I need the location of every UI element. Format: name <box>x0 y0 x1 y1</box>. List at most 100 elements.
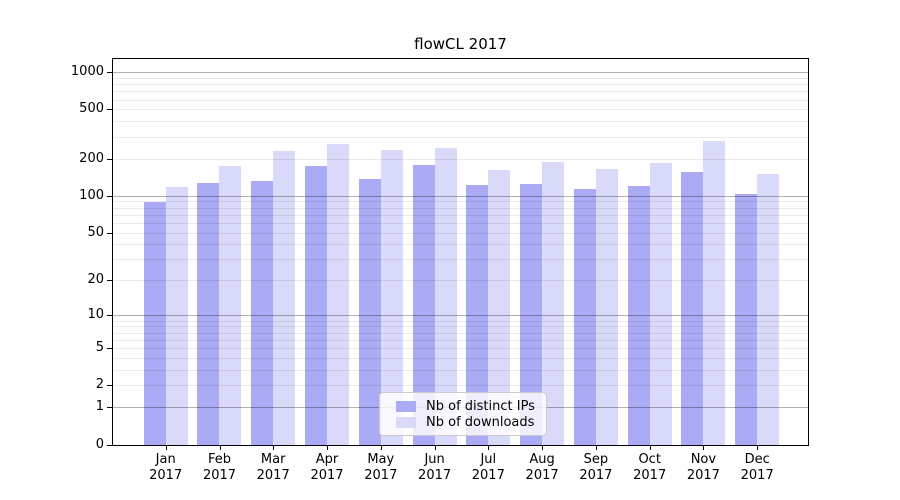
y-tick-label: 0 <box>95 436 104 452</box>
gridline-minor <box>113 99 808 101</box>
gridline-minor <box>113 207 808 209</box>
x-tick-label-mar: Mar 2017 <box>256 452 290 483</box>
x-tick-mark <box>757 446 759 450</box>
gridline-minor <box>113 244 808 246</box>
x-tick-mark <box>165 446 167 450</box>
legend-label-distinct-ips: Nb of distinct IPs <box>426 398 535 414</box>
bar-downloads-mar <box>273 150 296 445</box>
x-tick-mark <box>542 446 544 450</box>
legend-swatch-distinct-ips <box>396 400 416 412</box>
x-tick-mark <box>703 446 705 450</box>
gridline-major <box>113 195 808 197</box>
y-tick-mark <box>107 385 112 387</box>
y-tick-label: 5 <box>95 340 104 355</box>
bar-distinct-ips-jun <box>412 165 435 445</box>
gridline-minor <box>113 121 808 123</box>
x-tick-label-may: May 2017 <box>364 452 398 483</box>
gridline-minor <box>113 222 808 224</box>
gridline-minor <box>113 201 808 203</box>
y-tick-mark <box>107 407 112 409</box>
y-tick-mark <box>107 72 112 73</box>
bar-downloads-jun <box>434 147 457 445</box>
gridline-minor <box>113 109 808 111</box>
x-tick-label-nov: Nov 2017 <box>686 452 720 483</box>
bar-distinct-ips-nov <box>681 171 704 445</box>
x-tick-mark <box>273 446 275 450</box>
x-tick-label-aug: Aug 2017 <box>525 452 559 483</box>
gridline-minor <box>113 385 808 387</box>
bar-downloads-aug <box>542 161 565 445</box>
chart-title: flowCL 2017 <box>414 35 507 53</box>
gridline-minor <box>113 77 808 79</box>
x-tick-mark <box>434 446 436 450</box>
x-tick-label-apr: Apr 2017 <box>310 452 344 483</box>
gridline-minor <box>113 259 808 261</box>
legend-label-downloads: Nb of downloads <box>426 414 535 430</box>
y-tick-label: 100 <box>79 187 104 203</box>
bar-distinct-ips-jul <box>466 185 489 445</box>
x-tick-label-jul: Jul 2017 <box>471 452 505 483</box>
bar-downloads-jul <box>488 170 511 445</box>
x-tick-label-sep: Sep 2017 <box>579 452 613 483</box>
legend-swatch-downloads <box>396 416 416 428</box>
y-tick-label: 50 <box>87 224 104 240</box>
gridline-minor <box>113 136 808 138</box>
plot-area <box>112 58 809 446</box>
y-tick-mark <box>107 195 112 197</box>
gridline-major <box>113 315 808 317</box>
x-tick-mark <box>649 446 651 450</box>
x-tick-mark <box>595 446 597 450</box>
y-tick-label: 2 <box>95 377 104 393</box>
x-tick-mark <box>488 446 490 450</box>
y-tick-mark <box>107 109 112 111</box>
x-tick-label-dec: Dec 2017 <box>740 452 774 483</box>
y-tick-mark <box>107 444 112 446</box>
bar-downloads-nov <box>703 141 726 445</box>
gridline-major <box>113 72 808 73</box>
gridline-minor <box>113 91 808 93</box>
y-tick-label: 10 <box>87 307 104 323</box>
y-tick-label: 200 <box>79 150 104 166</box>
y-tick-mark <box>107 280 112 282</box>
x-tick-mark <box>380 446 382 450</box>
x-tick-label-jan: Jan 2017 <box>149 452 183 483</box>
y-tick-label: 20 <box>87 272 104 288</box>
bar-downloads-feb <box>219 165 242 445</box>
y-tick-label: 1 <box>95 399 104 415</box>
bar-downloads-apr <box>327 144 350 445</box>
gridline-minor <box>113 158 808 160</box>
legend: Nb of distinct IPs Nb of downloads <box>379 392 547 436</box>
bar-downloads-jan <box>165 187 188 445</box>
gridline-minor <box>113 214 808 216</box>
x-tick-mark <box>327 446 328 450</box>
legend-item-downloads: Nb of downloads <box>396 414 538 430</box>
bar-distinct-ips-apr <box>305 166 328 445</box>
bar-distinct-ips-aug <box>520 184 543 445</box>
gridline-minor <box>113 348 808 349</box>
gridline-minor <box>113 232 808 234</box>
bar-downloads-oct <box>649 163 672 445</box>
bar-downloads-dec <box>757 174 780 445</box>
gridline-minor <box>113 339 808 341</box>
bar-downloads-sep <box>595 168 618 445</box>
bar-distinct-ips-mar <box>251 180 274 445</box>
bar-distinct-ips-may <box>358 178 381 445</box>
y-tick-mark <box>107 232 112 234</box>
gridline-minor <box>113 280 808 282</box>
gridline-minor <box>113 320 808 322</box>
gridline-minor <box>113 84 808 85</box>
gridline-minor <box>113 326 808 328</box>
x-tick-label-feb: Feb 2017 <box>202 452 237 483</box>
bar-distinct-ips-feb <box>197 183 220 445</box>
y-tick-mark <box>107 348 112 349</box>
gridline-minor <box>113 369 808 371</box>
bar-downloads-may <box>380 149 403 445</box>
gridline-minor <box>113 332 808 334</box>
y-tick-label: 500 <box>79 101 104 117</box>
bar-distinct-ips-jan <box>143 201 166 445</box>
bar-distinct-ips-dec <box>735 194 758 445</box>
y-tick-mark <box>107 315 112 317</box>
y-tick-mark <box>107 158 112 160</box>
x-tick-label-oct: Oct 2017 <box>633 452 667 483</box>
